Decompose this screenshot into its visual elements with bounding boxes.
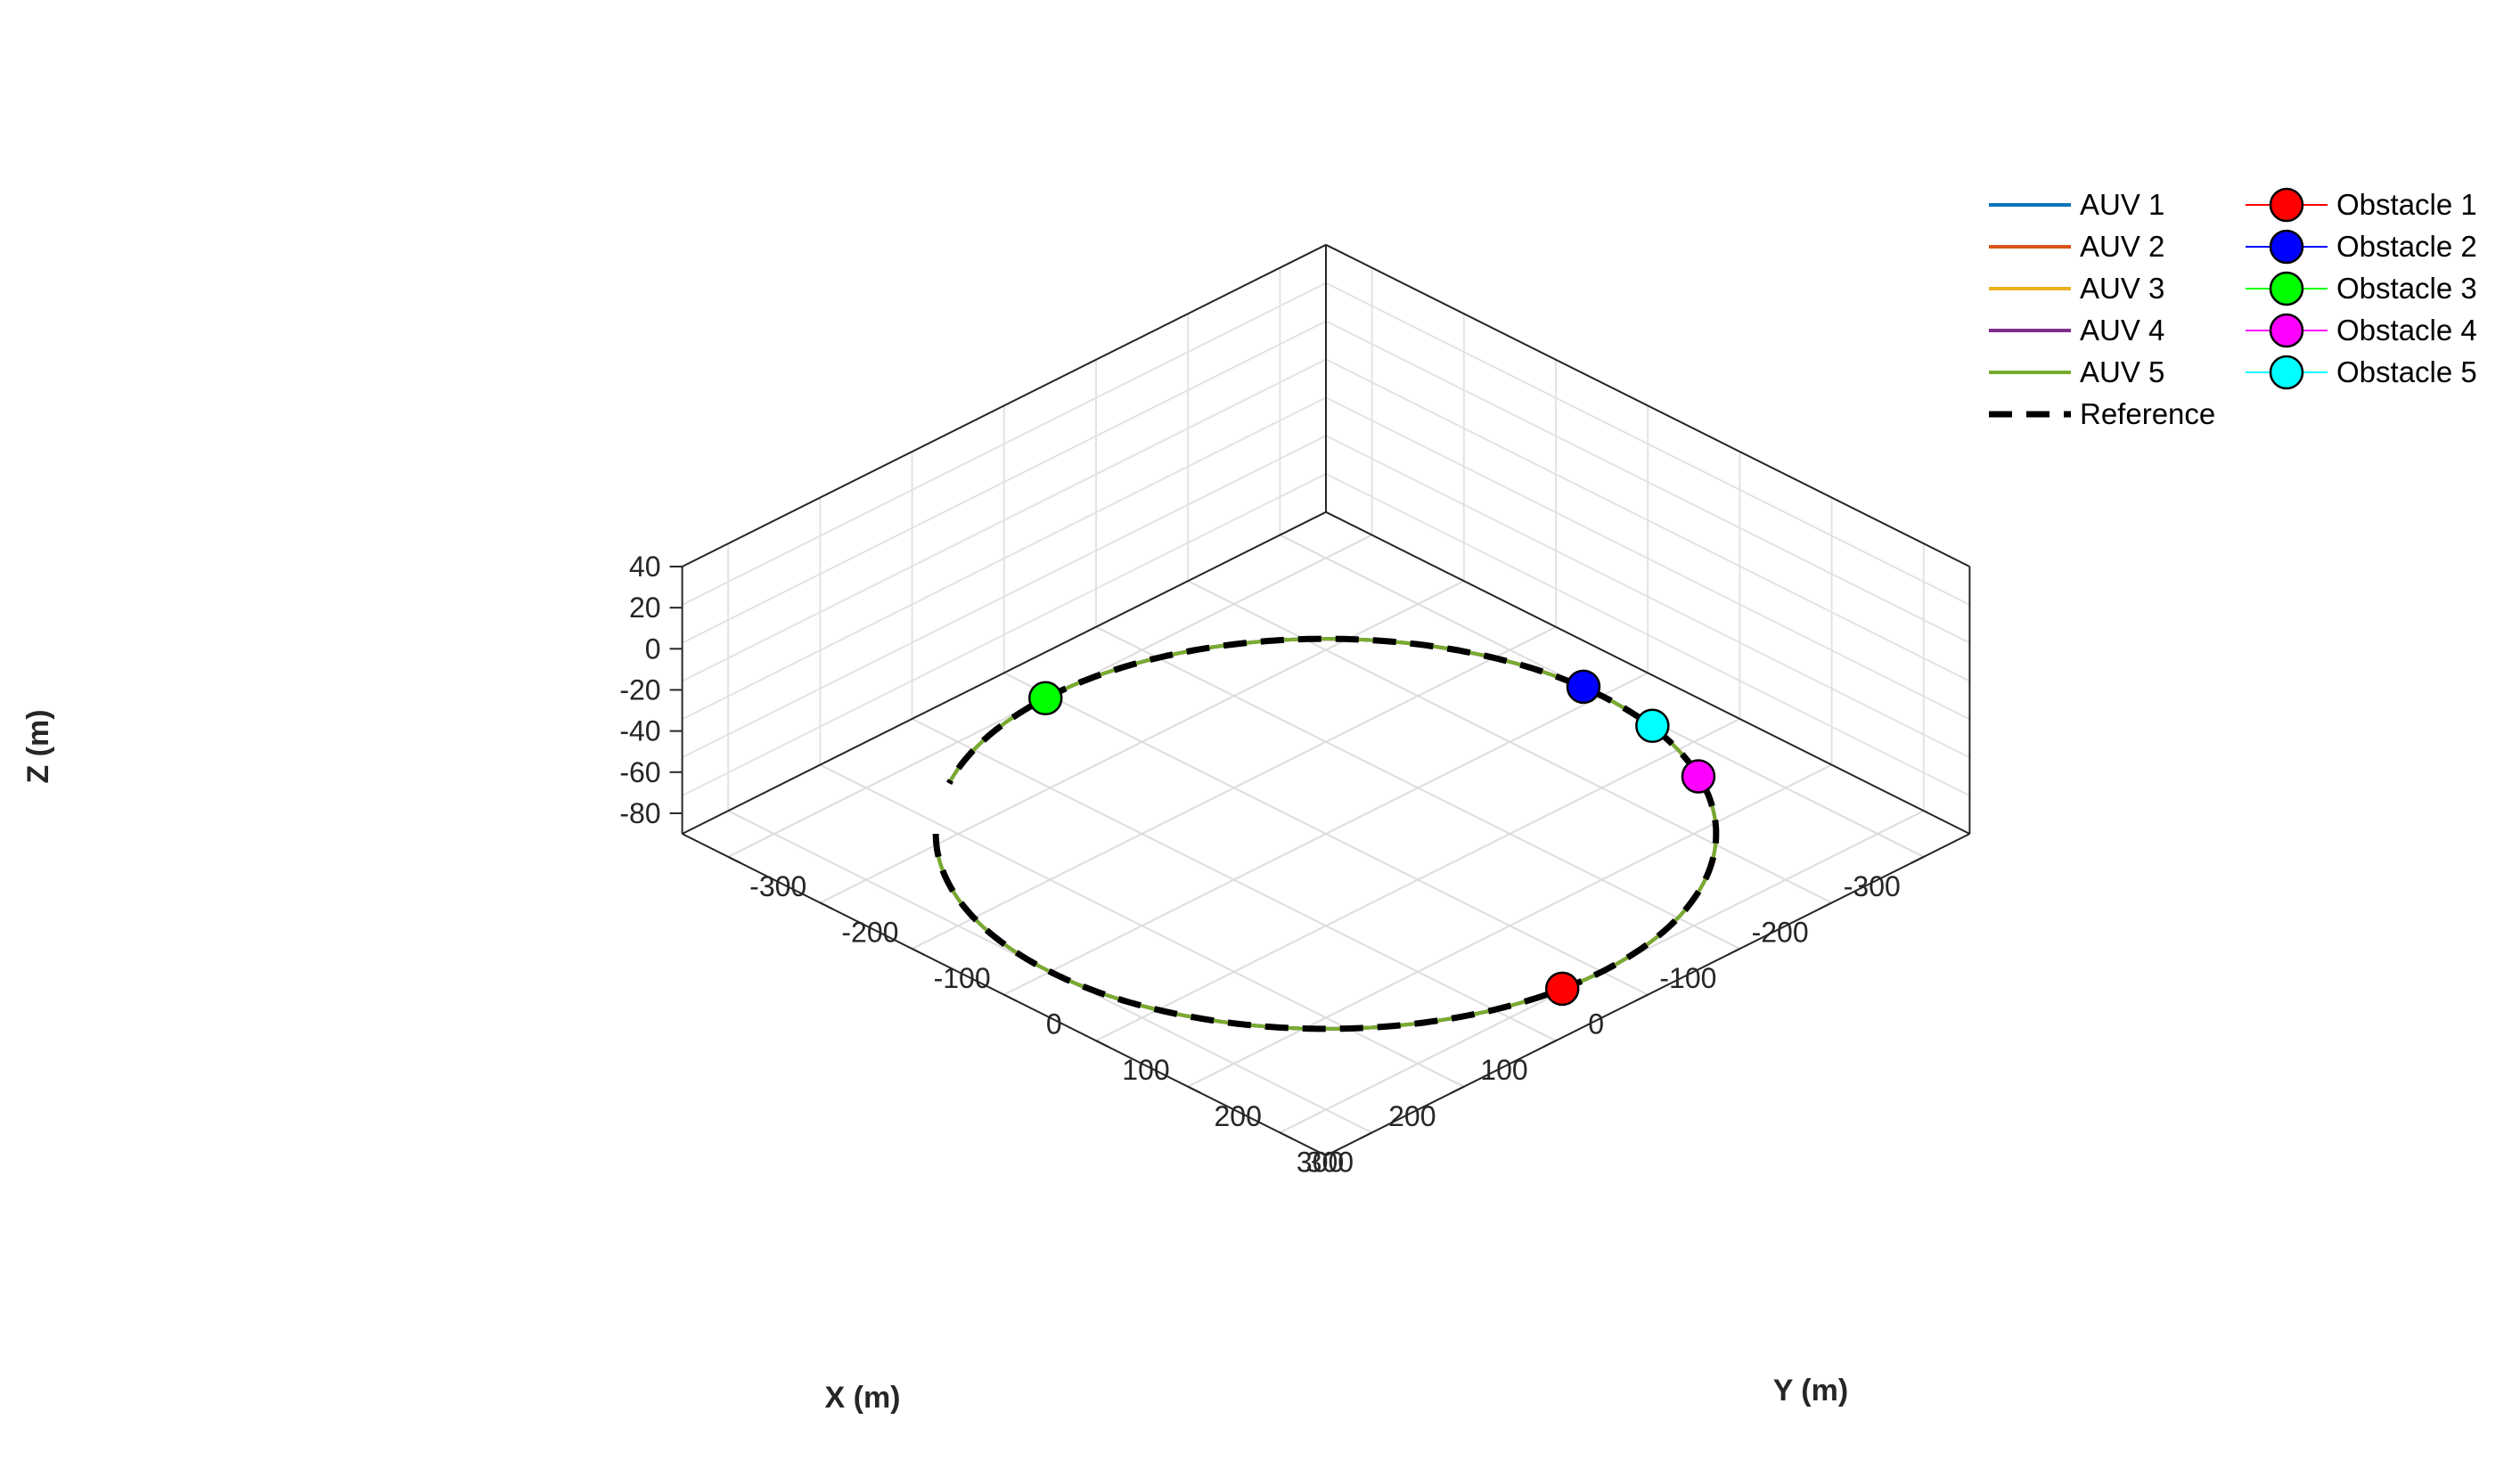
- wall-grid-line: [682, 282, 1327, 606]
- legend-label: Obstacle 5: [2336, 355, 2477, 388]
- axis-line: [682, 243, 1327, 567]
- legend-label: Reference: [2080, 397, 2215, 430]
- wall-grid-line: [1325, 435, 1970, 759]
- y-tick-label: -100: [934, 962, 991, 994]
- legend-label: AUV 2: [2080, 230, 2164, 263]
- legend-marker: [2269, 313, 2304, 348]
- y-tick-label: 100: [1122, 1054, 1169, 1086]
- obstacle-marker-2: [1566, 669, 1601, 705]
- z-tick-label: -80: [619, 797, 660, 829]
- axis-line: [682, 510, 1327, 835]
- wall-grid-line: [1325, 282, 1970, 606]
- legend-marker: [2269, 187, 2304, 223]
- reference-line: [932, 635, 1720, 1032]
- x-tick: [1542, 1040, 1557, 1049]
- z-tick-label: -60: [619, 756, 660, 788]
- z-tick-label: 20: [629, 592, 661, 624]
- obstacle-marker-1: [1544, 971, 1580, 1007]
- y-tick-label: 200: [1215, 1100, 1262, 1132]
- x-tick-label: -200: [1752, 916, 1809, 948]
- x-tick: [1451, 1085, 1465, 1094]
- x-tick: [1359, 1131, 1373, 1140]
- legend-label: AUV 3: [2080, 272, 2164, 305]
- x-axis-label: X (m): [825, 1381, 901, 1415]
- legend-label: Obstacle 4: [2336, 314, 2477, 347]
- z-tick-label: -20: [619, 673, 660, 706]
- obstacle-marker-4: [1681, 759, 1716, 794]
- y-tick: [1095, 1040, 1109, 1049]
- legend: AUV 1 AUV 2 AUV 3 AUV 4 AUV 5 Reference Obstac…: [1989, 187, 2477, 430]
- y-axis-label: Y (m): [1773, 1374, 1848, 1408]
- z-tick-label: 40: [629, 551, 661, 583]
- z-axis-label: Z (m): [21, 709, 55, 783]
- grid-line: [1003, 672, 1649, 996]
- legend-label: AUV 4: [2080, 314, 2164, 347]
- y-tick: [1279, 1131, 1293, 1140]
- z-tick-label: -40: [619, 715, 660, 747]
- x-tick: [1819, 902, 1833, 910]
- legend-label: Obstacle 1: [2336, 188, 2477, 221]
- y-tick-label: -200: [841, 916, 898, 948]
- wall-grid-line: [682, 320, 1327, 644]
- legend-marker: [2269, 229, 2304, 265]
- axes-box: [681, 243, 1971, 1157]
- x-tick-label: 300: [1297, 1146, 1344, 1178]
- x-tick: [1910, 855, 1925, 864]
- wall-grid-line: [682, 358, 1327, 682]
- data-layer: [932, 635, 1720, 1032]
- wall-grid-line: [682, 396, 1327, 721]
- legend-label: Obstacle 2: [2336, 230, 2477, 263]
- obstacle-marker-5: [1635, 708, 1670, 743]
- y-tick: [912, 948, 926, 956]
- y-tick: [727, 855, 741, 864]
- wall-grid-line: [1325, 473, 1970, 797]
- legend-marker: [2269, 271, 2304, 306]
- wall-grid-line: [1325, 396, 1970, 721]
- x-tick: [1634, 993, 1649, 1002]
- grid-line: [1095, 718, 1740, 1042]
- y-tick: [819, 902, 833, 910]
- grid-line: [819, 580, 1465, 904]
- x-tick-label: -100: [1659, 962, 1716, 994]
- grid-line: [1187, 763, 1833, 1088]
- z-tick-label: 0: [645, 632, 661, 665]
- axis-line: [1325, 243, 1970, 567]
- tick-layer: -300-200-1000100200300-300-200-100010020…: [619, 551, 1925, 1178]
- y-tick: [1003, 993, 1018, 1002]
- legend-label: Obstacle 3: [2336, 272, 2477, 305]
- x-tick-label: 100: [1480, 1054, 1527, 1086]
- legend-label: AUV 1: [2080, 188, 2164, 221]
- y-tick-label: 0: [1046, 1008, 1062, 1040]
- x-tick: [1726, 948, 1740, 956]
- x-tick-label: -300: [1844, 870, 1901, 902]
- wall-grid-line: [1325, 358, 1970, 682]
- wall-grid-line: [682, 473, 1327, 797]
- axis-line: [1325, 510, 1970, 835]
- legend-marker: [2269, 355, 2304, 390]
- wall-grid-line: [1325, 320, 1970, 644]
- y-tick-label: -300: [749, 870, 806, 902]
- wall-grid-line: [682, 435, 1327, 759]
- y-tick: [1187, 1085, 1201, 1094]
- grid-line: [912, 625, 1557, 950]
- obstacle-marker-3: [1027, 681, 1063, 716]
- x-tick-label: 200: [1388, 1100, 1436, 1132]
- legend-label: AUV 5: [2080, 355, 2164, 388]
- y-tick-label: 300: [1306, 1146, 1354, 1178]
- x-tick-label: 0: [1588, 1008, 1604, 1040]
